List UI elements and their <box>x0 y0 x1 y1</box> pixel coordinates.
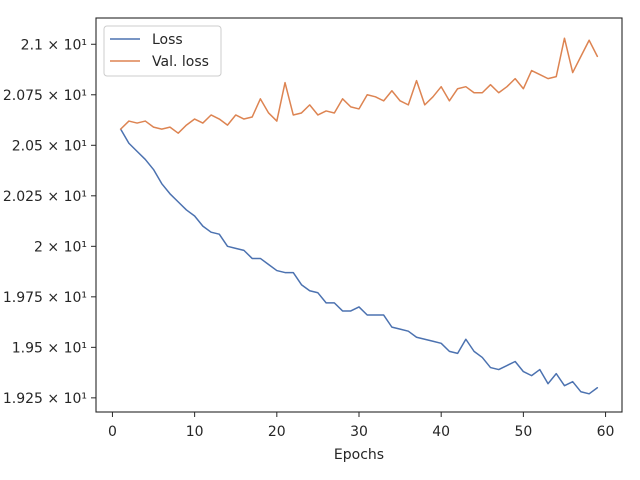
x-tick-label: 20 <box>268 424 286 440</box>
y-tick-label: 1.925 × 10¹ <box>3 391 87 407</box>
y-tick-label: 1.975 × 10¹ <box>3 290 87 306</box>
x-tick-label: 0 <box>108 424 117 440</box>
x-axis: 0 10 20 30 40 50 60 <box>108 412 615 440</box>
series-layer <box>119 37 599 395</box>
x-tick-label: 50 <box>514 424 532 440</box>
y-axis: 1.925 × 10¹ 1.95 × 10¹ 1.975 × 10¹ 2 × 10¹ 2… <box>3 37 96 407</box>
legend: Loss Val. loss <box>103 25 222 77</box>
y-tick-label: 2.025 × 10¹ <box>3 189 87 205</box>
y-tick-label: 2 × 10¹ <box>34 239 87 255</box>
x-tick-label: 40 <box>432 424 450 440</box>
y-tick-label: 2.075 × 10¹ <box>3 88 87 104</box>
series-line-1 <box>119 37 599 134</box>
x-axis-label: Epochs <box>334 447 384 463</box>
y-tick-label: 2.1 × 10¹ <box>21 37 87 53</box>
y-tick-label: 2.05 × 10¹ <box>12 138 87 154</box>
x-tick-label: 30 <box>350 424 368 440</box>
legend-label-0: Loss <box>152 32 183 48</box>
legend-label-1: Val. loss <box>152 54 209 70</box>
x-tick-label: 10 <box>186 424 204 440</box>
y-tick-label: 1.95 × 10¹ <box>12 340 87 356</box>
plot-area <box>96 18 622 412</box>
series-line-0 <box>119 128 599 395</box>
x-tick-label: 60 <box>597 424 615 440</box>
